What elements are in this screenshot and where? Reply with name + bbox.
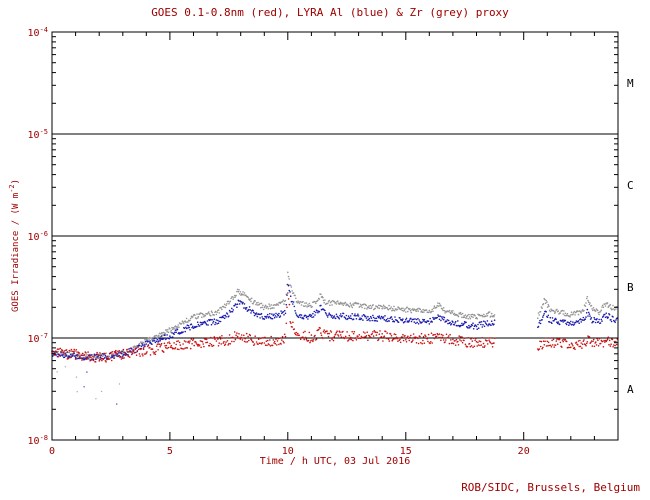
x-axis-ticks <box>51 32 619 440</box>
svg-text:10-8: 10-8 <box>28 434 48 447</box>
svg-text:10-4: 10-4 <box>28 26 48 39</box>
svg-text:B: B <box>627 281 634 294</box>
chart-title: GOES 0.1-0.8nm (red), LYRA Al (blue) & Z… <box>151 6 509 19</box>
svg-text:C: C <box>627 179 634 192</box>
x-tick-labels: 0 5 10 15 20 <box>49 446 530 457</box>
svg-text:10-6: 10-6 <box>28 230 48 243</box>
svg-text:0: 0 <box>49 446 55 457</box>
svg-text:10-5: 10-5 <box>28 128 48 141</box>
flare-class-boundary-lines <box>52 133 618 339</box>
svg-text:15: 15 <box>400 446 412 457</box>
y-axis-label-close: ) <box>11 178 21 185</box>
flare-class-labels: M C B A <box>627 77 634 396</box>
y-axis-label: GOES Irradiance / (W m-2) <box>8 179 21 312</box>
svg-text:20: 20 <box>518 446 530 457</box>
svg-text:M: M <box>627 77 634 90</box>
x-axis-label: Time / h UTC, 03 Jul 2016 <box>259 456 411 467</box>
svg-text:10: 10 <box>282 446 294 457</box>
svg-text:10-7: 10-7 <box>28 332 48 345</box>
y-tick-labels: 10-8 10-7 10-6 10-5 10-4 <box>28 26 48 447</box>
series-goes <box>51 292 619 363</box>
svg-text:5: 5 <box>167 446 173 457</box>
series-lyra-al <box>51 283 619 405</box>
credit-text: ROB/SIDC, Brussels, Belgium <box>461 481 640 494</box>
svg-text:A: A <box>627 383 634 396</box>
series-lyra-zr <box>51 271 619 400</box>
y-axis-label-text: GOES Irradiance / (W m <box>11 192 21 312</box>
y-axis-ticks <box>52 31 618 441</box>
y-axis-label-exponent: -2 <box>8 184 16 193</box>
